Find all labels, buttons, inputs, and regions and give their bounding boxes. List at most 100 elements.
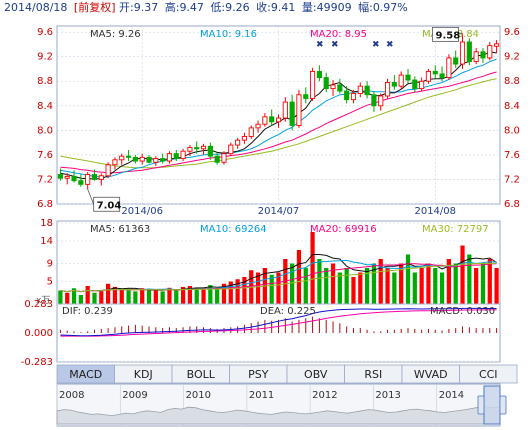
navigator-range-window[interactable] bbox=[483, 385, 501, 425]
header-high-value: 9.47 bbox=[179, 1, 204, 14]
price-tick-label-left: 9.6 bbox=[37, 27, 53, 38]
volume-bar bbox=[215, 288, 220, 304]
candle-body bbox=[398, 74, 404, 87]
price-axis-right: 6.8 7.2 7.6 8.0 8.4 8.8 9.2 9.6 bbox=[504, 27, 520, 210]
candle-body bbox=[378, 95, 384, 107]
candle-body bbox=[125, 155, 132, 158]
candle bbox=[425, 68, 432, 84]
candle-body bbox=[228, 144, 234, 155]
volume-bar bbox=[494, 268, 499, 304]
tab-label[interactable]: OBV bbox=[304, 368, 328, 381]
candle-body bbox=[221, 153, 227, 163]
volume-bars bbox=[58, 232, 499, 304]
candle bbox=[194, 141, 200, 154]
event-marker-icon[interactable]: ✖ bbox=[316, 40, 324, 50]
high-price-annotation: 9.58 bbox=[432, 26, 463, 42]
tab-label[interactable]: PSY bbox=[248, 368, 269, 381]
candle-body bbox=[289, 101, 295, 126]
tab-label[interactable]: KDJ bbox=[134, 368, 153, 381]
candle-body bbox=[350, 93, 357, 101]
candle-body bbox=[466, 41, 472, 63]
candle bbox=[316, 65, 322, 82]
candle-body bbox=[364, 85, 370, 96]
volume-bar bbox=[392, 272, 397, 304]
candle bbox=[112, 157, 118, 170]
tab-macd[interactable]: MACD bbox=[56, 364, 115, 384]
candle bbox=[378, 93, 384, 111]
candle-body bbox=[357, 85, 363, 94]
high-price-label: 9.58 bbox=[436, 30, 461, 41]
event-marker-icon[interactable]: ✖ bbox=[331, 40, 339, 50]
volume-bar bbox=[167, 287, 172, 304]
volume-bar bbox=[412, 272, 417, 304]
volume-bar bbox=[296, 250, 302, 304]
volume-bar bbox=[446, 259, 451, 304]
tab-label[interactable]: CCI bbox=[479, 368, 498, 381]
candle bbox=[91, 169, 98, 181]
volume-bar bbox=[255, 272, 261, 304]
candle bbox=[173, 149, 179, 162]
legend-volume-ma10: MA10: 69264 bbox=[200, 224, 267, 235]
event-marker-icon[interactable]: ✖ bbox=[386, 40, 394, 50]
volume-bar bbox=[399, 263, 404, 304]
volume-bar bbox=[351, 277, 356, 304]
candle bbox=[153, 156, 159, 166]
tab-wvad[interactable]: WVAD bbox=[401, 364, 460, 384]
tab-background[interactable] bbox=[459, 364, 518, 384]
candle-body bbox=[487, 45, 493, 59]
event-marker-icon[interactable]: ✖ bbox=[372, 40, 380, 50]
price-tick-label-right: 7.2 bbox=[504, 174, 520, 185]
volume-bar bbox=[324, 268, 329, 304]
candle-body bbox=[446, 57, 452, 79]
candle bbox=[453, 50, 459, 68]
candle bbox=[262, 113, 268, 127]
navigator-right-handle[interactable] bbox=[499, 395, 507, 415]
volume-bar bbox=[487, 259, 492, 304]
candle bbox=[200, 143, 207, 155]
price-tick-label-left: 7.6 bbox=[37, 150, 53, 161]
candle-body bbox=[405, 74, 411, 81]
candle-body bbox=[371, 94, 377, 107]
candle-body bbox=[160, 158, 166, 162]
candle-body bbox=[207, 145, 213, 157]
price-tick-label-right: 8.8 bbox=[504, 76, 520, 87]
navigator-left-handle[interactable] bbox=[477, 395, 485, 415]
candle bbox=[494, 40, 500, 54]
volume-bar bbox=[419, 268, 424, 304]
candle bbox=[350, 89, 357, 104]
tab-label[interactable]: BOLL bbox=[187, 368, 216, 381]
header-low-label: 低: bbox=[210, 1, 225, 14]
candle-body bbox=[78, 180, 84, 185]
legend-macd-value: MACD: 0.030 bbox=[430, 306, 495, 317]
candle bbox=[166, 151, 173, 164]
tab-label[interactable]: WVAD bbox=[414, 368, 448, 381]
low-price-label: 7.04 bbox=[97, 200, 122, 211]
header-open-label: 开: bbox=[119, 1, 134, 14]
price-ma20-line bbox=[60, 71, 497, 174]
tab-psy[interactable]: PSY bbox=[229, 364, 288, 384]
volume-bar bbox=[106, 283, 111, 304]
candle-body bbox=[255, 123, 261, 129]
price-tick-label-left: 7.2 bbox=[37, 174, 53, 185]
price-tick-label-left: 6.8 bbox=[37, 199, 53, 210]
candle bbox=[275, 114, 282, 128]
volume-bar bbox=[65, 292, 70, 304]
tab-cci[interactable]: CCI bbox=[459, 364, 518, 384]
tab-label[interactable]: MACD bbox=[69, 368, 102, 381]
tab-boll[interactable]: BOLL bbox=[171, 364, 230, 384]
candle bbox=[357, 82, 363, 98]
price-tick-label-left: 8.4 bbox=[37, 101, 53, 112]
tab-kdj[interactable]: KDJ bbox=[114, 364, 173, 384]
tab-rsi[interactable]: RSI bbox=[344, 364, 403, 384]
tab-label[interactable]: RSI bbox=[364, 368, 382, 381]
volume-bar bbox=[235, 279, 240, 304]
candle bbox=[405, 68, 411, 84]
candle bbox=[64, 173, 70, 185]
volume-bar bbox=[460, 245, 465, 304]
macd-dea-line bbox=[60, 309, 497, 337]
tab-obv[interactable]: OBV bbox=[286, 364, 345, 384]
candle bbox=[446, 54, 452, 81]
candle-body bbox=[85, 174, 91, 185]
volume-bar bbox=[385, 268, 390, 304]
candle bbox=[296, 89, 302, 128]
